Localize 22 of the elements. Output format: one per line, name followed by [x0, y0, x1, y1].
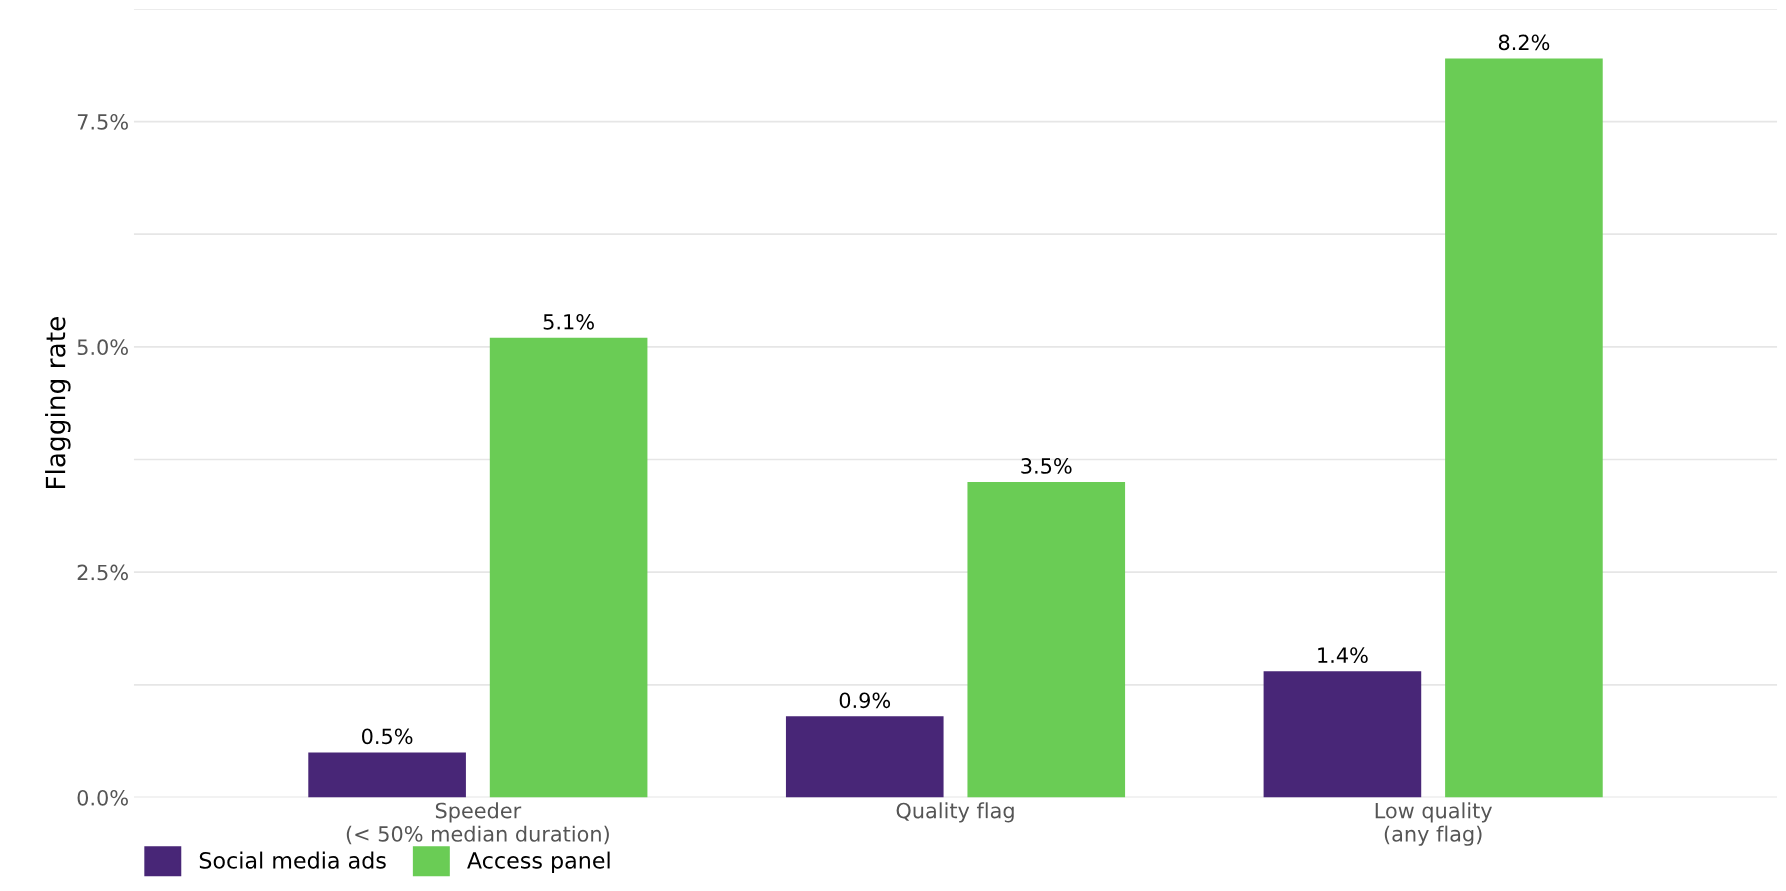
bar	[308, 752, 466, 798]
bar	[967, 482, 1126, 798]
y-tick-label: 0.0%	[77, 789, 128, 806]
data-label: 5.1%	[543, 313, 594, 330]
legend-label: Social media ads	[199, 851, 386, 869]
x-tick-label: Speeder (< 50% median duration)	[346, 802, 609, 845]
data-label: 8.2%	[1498, 34, 1550, 51]
y-tick-label: 7.5%	[77, 114, 128, 130]
data-label: 0.9%	[839, 692, 891, 709]
x-tick-label: Quality flag	[896, 802, 1014, 823]
x-tick-label: Low quality (any flag)	[1375, 802, 1492, 846]
data-label: 0.5%	[362, 728, 413, 745]
bar	[1445, 58, 1603, 798]
y-axis-title: Flagging rate	[45, 317, 71, 489]
legend-label: Access panel	[467, 851, 610, 874]
bar	[1263, 671, 1422, 798]
data-label: 1.4%	[1318, 647, 1368, 664]
data-label: 3.5%	[1021, 458, 1072, 474]
y-tick-label: 2.5%	[77, 564, 128, 581]
y-tick-label: 5.0%	[77, 339, 128, 356]
bar	[489, 337, 648, 798]
bar	[785, 716, 944, 798]
